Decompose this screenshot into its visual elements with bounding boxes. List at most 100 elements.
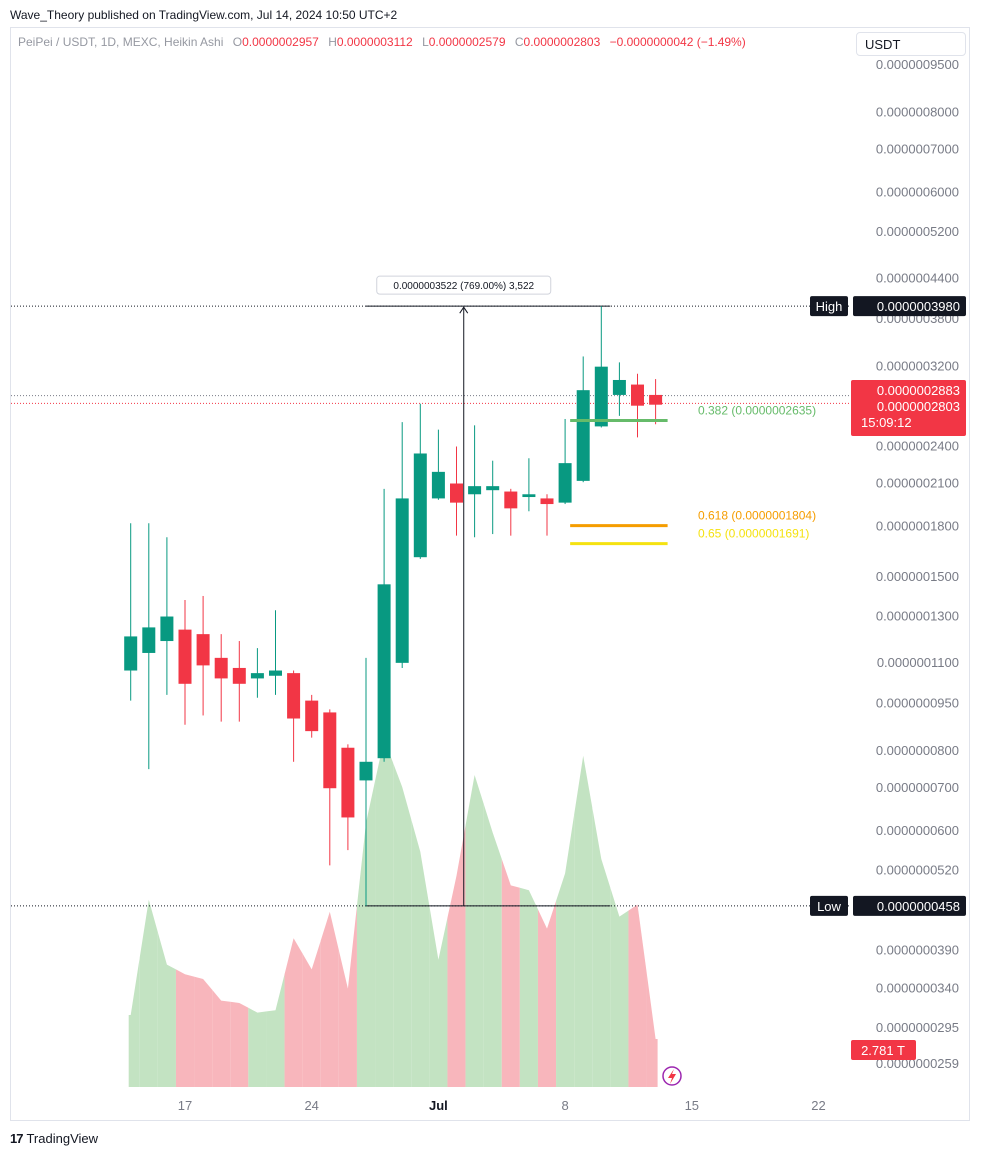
symbol-label[interactable]: PeiPei / USDT, 1D, MEXC, Heikin Ashi (18, 35, 224, 49)
candle-body (612, 379, 626, 395)
volume-area-segment (556, 814, 575, 1087)
candle-body (305, 700, 319, 732)
open-value: 0.0000002957 (242, 35, 319, 49)
measure-label-box (376, 275, 552, 295)
candle-body (142, 627, 156, 653)
volume-area-segment (375, 739, 394, 1087)
volume-tag-box (851, 1040, 916, 1060)
price-tag-text: 0.0000002803 (877, 399, 960, 414)
y-tick-label: 0.0000003200 (876, 359, 959, 374)
chart-frame (10, 27, 970, 1121)
volume-area-segment (574, 755, 593, 1087)
open-key: O (232, 35, 243, 49)
candle-body (468, 486, 482, 495)
high-key: H (328, 35, 337, 49)
candle-body (178, 629, 192, 684)
volume-tag-value: 2.781 T (861, 1043, 905, 1058)
y-tick-label: 0.0000000600 (876, 823, 959, 838)
candle-body (594, 366, 608, 427)
candle-body (540, 498, 554, 505)
x-tick-label: 24 (304, 1098, 318, 1113)
brand-name: TradingView (26, 1131, 99, 1146)
volume-area-segment (194, 976, 213, 1087)
volume-area-segment (128, 957, 140, 1087)
change-value: −0.0000000042 (−1.49%) (609, 35, 746, 49)
volume-area-segment (447, 825, 466, 1087)
volume-area-segment (157, 932, 176, 1087)
measure-arrow-icon (459, 306, 469, 314)
volume-area-segment (356, 781, 376, 1087)
publisher-header: Wave_Theory published on TradingView.com… (10, 8, 398, 22)
candle-body (250, 673, 264, 679)
high-tag-value: 0.0000003980 (877, 299, 960, 314)
low-tag-key: Low (817, 899, 841, 914)
high-value: 0.0000003112 (336, 35, 413, 49)
candle-body (631, 384, 644, 406)
candle-body (522, 494, 536, 498)
candle-body (214, 657, 228, 679)
y-tick-label: 0.0000004400 (876, 270, 959, 285)
candle-body (359, 761, 373, 781)
candle-body (649, 394, 663, 405)
volume-area-segment (393, 763, 412, 1087)
candle-body (160, 616, 174, 642)
price-tag-text: 15:09:12 (861, 415, 912, 430)
candle-body (395, 498, 409, 663)
candle-body (232, 667, 246, 684)
volume-area-segment (646, 971, 658, 1087)
candle-body (450, 483, 463, 503)
fib-level-label: 0.618 (0.0000001804) (698, 509, 816, 523)
y-tick-label: 0.0000001300 (876, 609, 959, 624)
low-tag-value: 0.0000000458 (877, 899, 960, 914)
candle-body (558, 463, 572, 503)
candle-body (486, 486, 500, 491)
y-tick-label: 0.0000000295 (876, 1020, 959, 1035)
tradingview-logo-icon: 17 (10, 1131, 24, 1146)
candle-body (431, 471, 445, 499)
lightning-bolt-icon (668, 1069, 676, 1084)
high-tag-key-box (810, 296, 848, 317)
close-key: C (514, 35, 524, 49)
x-tick-label: 17 (178, 1098, 192, 1113)
y-tick-label: 0.0000001100 (877, 655, 959, 670)
currency-button[interactable]: USDT (856, 32, 966, 56)
candle-body (124, 636, 138, 671)
volume-area-segment (537, 901, 557, 1087)
x-tick-label: 22 (811, 1098, 825, 1113)
volume-area-segment (429, 905, 448, 1087)
y-tick-label: 0.0000000950 (876, 696, 959, 711)
candle-body (196, 634, 210, 666)
volume-area-segment (592, 807, 611, 1087)
volume-area-segment (266, 974, 285, 1087)
close-value: 0.0000002803 (523, 35, 601, 49)
y-tick-label: 0.0000001500 (876, 569, 959, 584)
volume-area-segment (483, 803, 502, 1087)
volume-area-segment (610, 887, 629, 1087)
low-tag-key-box (810, 895, 848, 916)
volume-area-segment (628, 904, 647, 1087)
volume-area-segment (230, 1001, 249, 1087)
high-tag-key: High (816, 299, 843, 314)
volume-area-segment (284, 938, 303, 1087)
price-tag-text: 0.0000002883 (877, 383, 960, 398)
measure-label: 0.0000003522 (769.00%) 3,522 (393, 281, 534, 292)
candle-body (413, 453, 427, 558)
y-tick-label: 0.0000002100 (876, 475, 959, 490)
volume-area-segment (465, 775, 484, 1087)
ohlc-legend: PeiPei / USDT, 1D, MEXC, Heikin Ashi O0.… (18, 35, 746, 49)
y-tick-label: 0.0000000340 (876, 981, 959, 996)
y-tick-label: 0.0000005200 (876, 224, 959, 239)
candle-body (377, 584, 391, 759)
fib-level-label: 0.382 (0.0000002635) (698, 404, 816, 418)
y-tick-label: 0.0000009500 (876, 57, 959, 72)
volume-area-segment (212, 989, 231, 1087)
volume-area-segment (302, 940, 321, 1087)
candle-body (269, 670, 282, 676)
price-tag-box (851, 380, 966, 436)
y-tick-label: 0.0000000700 (876, 780, 959, 795)
low-tag-value-box (853, 895, 966, 916)
x-tick-label: Jul (429, 1098, 448, 1113)
y-tick-label: 0.0000002400 (876, 438, 959, 453)
volume-area-segment (519, 887, 538, 1087)
